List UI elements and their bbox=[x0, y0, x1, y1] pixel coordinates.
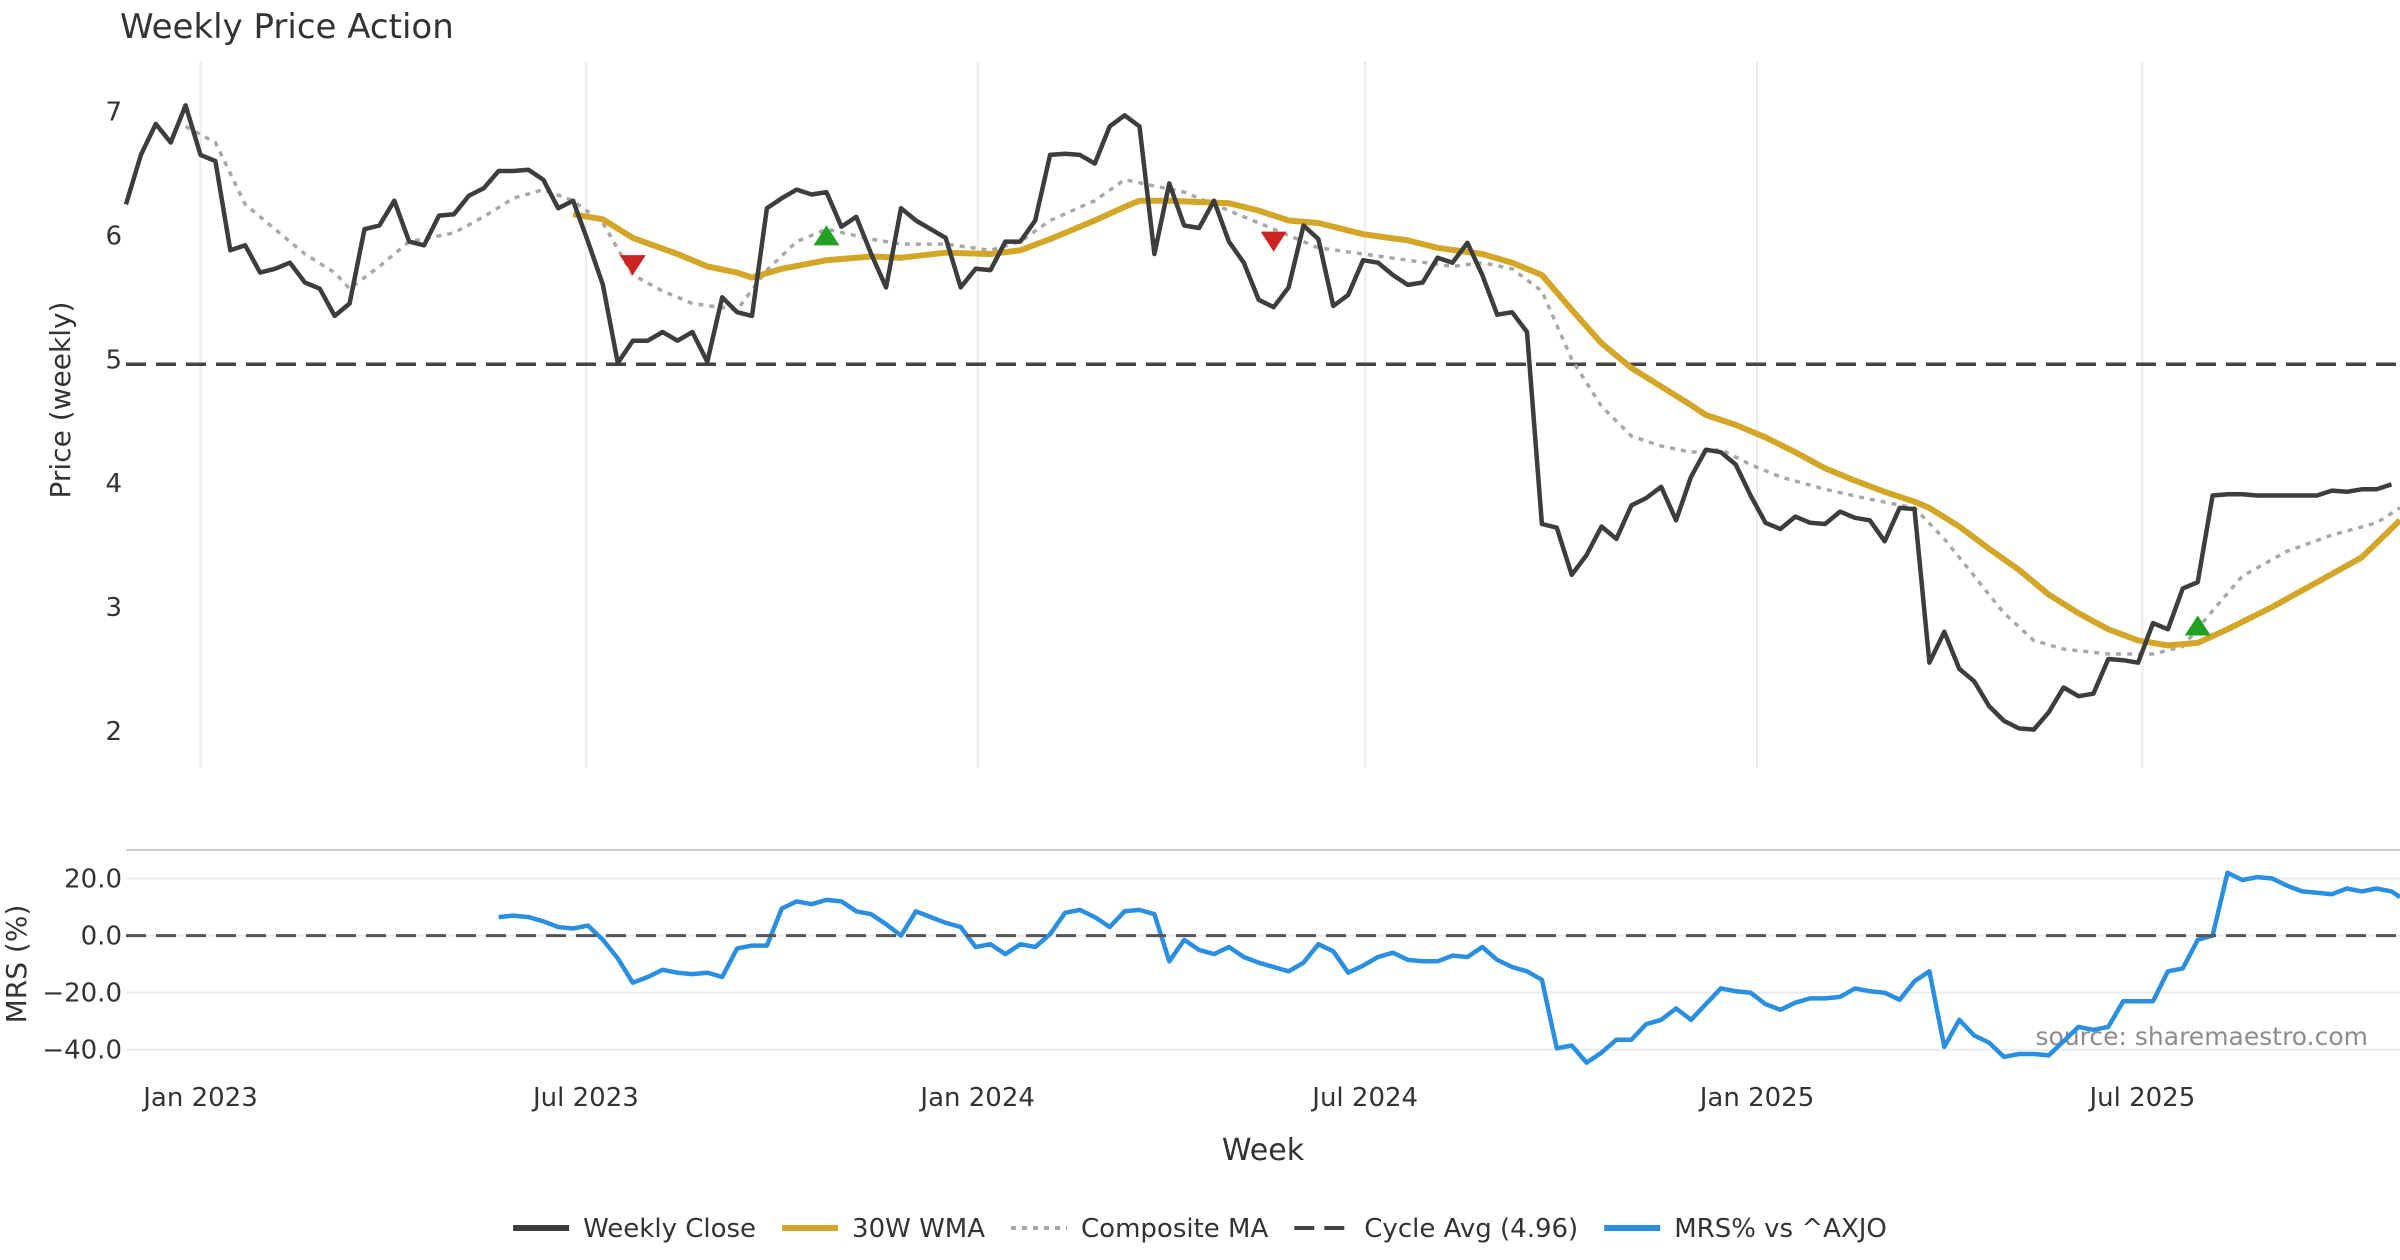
price-y-tick-label: 4 bbox=[105, 469, 122, 499]
legend: Weekly Close 30W WMA Composite MA Cycle Avg… bbox=[513, 1214, 1887, 1244]
mrs-series-group bbox=[126, 870, 2400, 1065]
price-y-axis-label: Price (weekly) bbox=[44, 302, 77, 499]
x-ticks: Jan 2023 Jul 2023 Jan 2024 Jul 2024 Jan 2025… bbox=[141, 1083, 2195, 1113]
mrs-y-tick-label: 20.0 bbox=[64, 865, 122, 895]
legend-label-mrs-vs-axjo: MRS% vs ^AXJO bbox=[1674, 1214, 1887, 1244]
legend-label-weekly-close: Weekly Close bbox=[583, 1214, 756, 1244]
x-tick-label: Jul 2024 bbox=[1310, 1083, 1418, 1113]
mrs-line bbox=[498, 870, 2400, 1065]
price-y-tick-label: 7 bbox=[105, 98, 122, 128]
price-y-tick-label: 6 bbox=[105, 221, 122, 251]
x-axis-label: Week bbox=[1222, 1133, 1305, 1168]
buy-signal-marker bbox=[813, 225, 840, 246]
legend-label-composite-ma: Composite MA bbox=[1081, 1214, 1268, 1244]
mrs-y-tick-label: 0.0 bbox=[81, 922, 122, 952]
x-tick-label: Jul 2025 bbox=[2087, 1083, 2195, 1113]
signal-markers bbox=[619, 225, 2211, 636]
price-series-group bbox=[123, 103, 2400, 732]
x-tick-label: Jan 2023 bbox=[141, 1083, 258, 1113]
x-tick-label: Jan 2025 bbox=[1698, 1083, 1815, 1113]
price-y-ticks: 2 3 4 5 6 7 bbox=[105, 98, 122, 747]
price-y-tick-label: 3 bbox=[105, 593, 122, 623]
price-y-tick-label: 2 bbox=[105, 717, 122, 747]
x-tick-label: Jan 2024 bbox=[918, 1083, 1035, 1113]
buy-signal-marker bbox=[2184, 615, 2211, 636]
weekly-close-line bbox=[123, 103, 2393, 732]
legend-label-cycle-avg-4-96: Cycle Avg (4.96) bbox=[1364, 1214, 1578, 1244]
price-y-tick-label: 5 bbox=[105, 345, 122, 375]
source-annotation: source: sharemaestro.com bbox=[2036, 1022, 2369, 1051]
sell-signal-marker bbox=[619, 255, 646, 276]
x-tick-label: Jul 2023 bbox=[531, 1083, 639, 1113]
mrs-y-tick-label: −40.0 bbox=[42, 1036, 122, 1066]
mrs-y-ticks: −40.0 −20.0 0.0 20.0 bbox=[42, 865, 122, 1066]
30w-wma-line bbox=[572, 197, 2400, 649]
mrs-y-tick-label: −20.0 bbox=[42, 979, 122, 1009]
legend-label-30w-wma: 30W WMA bbox=[852, 1214, 985, 1244]
chart-title: Weekly Price Action bbox=[120, 7, 454, 47]
mrs-y-axis-label: MRS (%) bbox=[0, 905, 33, 1024]
sell-signal-marker bbox=[1260, 231, 1287, 252]
composite-ma-line bbox=[184, 124, 2400, 656]
